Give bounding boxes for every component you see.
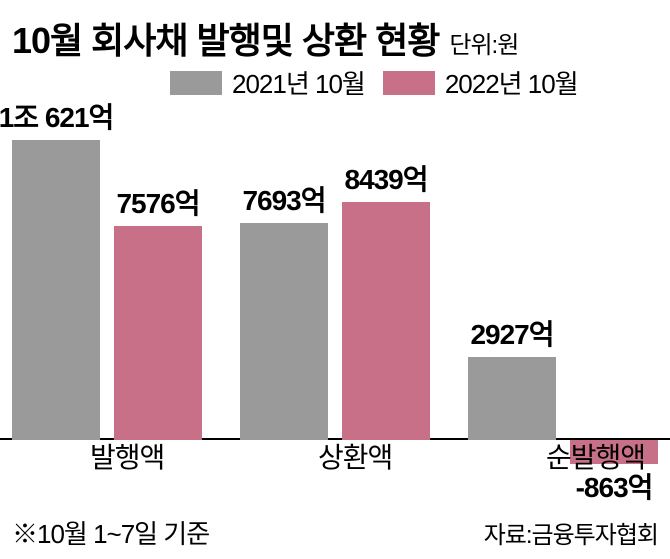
legend-swatch-2022 [383, 71, 435, 95]
bar-s2-1 [342, 202, 430, 440]
legend-label-2022: 2022년 10월 [445, 64, 578, 101]
category-label-1: 상환액 [318, 436, 392, 476]
legend-label-2021: 2021년 10월 [232, 64, 365, 101]
bar-s1-0 [12, 140, 100, 440]
bar-group-2: 2927억-863억순발행액 [468, 140, 670, 480]
bar-label-s2-0: 7576억 [93, 182, 223, 222]
category-label-0: 발행액 [90, 436, 164, 476]
bar-group-1: 7693억8439억상환액 [240, 140, 450, 480]
bar-s2-0 [114, 226, 202, 440]
legend: 2021년 10월 2022년 10월 [170, 64, 578, 101]
chart-title: 10월 회사채 발행및 상환 현황 [12, 12, 439, 64]
bar-s1-2 [468, 357, 556, 440]
source: 자료:금융투자협회 [484, 515, 658, 550]
bar-s1-1 [240, 223, 328, 440]
footnote: ※10월 1~7일 기준 [12, 514, 209, 551]
legend-swatch-2021 [170, 71, 222, 95]
chart-area: 1조 621억7576억발행액7693억8439억상환액2927억-863억순발… [0, 100, 670, 480]
legend-item-2022: 2022년 10월 [383, 64, 578, 101]
legend-item-2021: 2021년 10월 [170, 64, 365, 101]
chart-unit: 단위:원 [449, 25, 518, 60]
category-label-2: 순발행액 [546, 436, 645, 476]
bar-label-s1-0: 1조 621억 [0, 96, 121, 136]
bar-label-s1-2: 2927억 [447, 313, 577, 353]
bar-label-s2-1: 8439억 [321, 158, 451, 198]
bar-group-0: 1조 621억7576억발행액 [12, 140, 222, 480]
